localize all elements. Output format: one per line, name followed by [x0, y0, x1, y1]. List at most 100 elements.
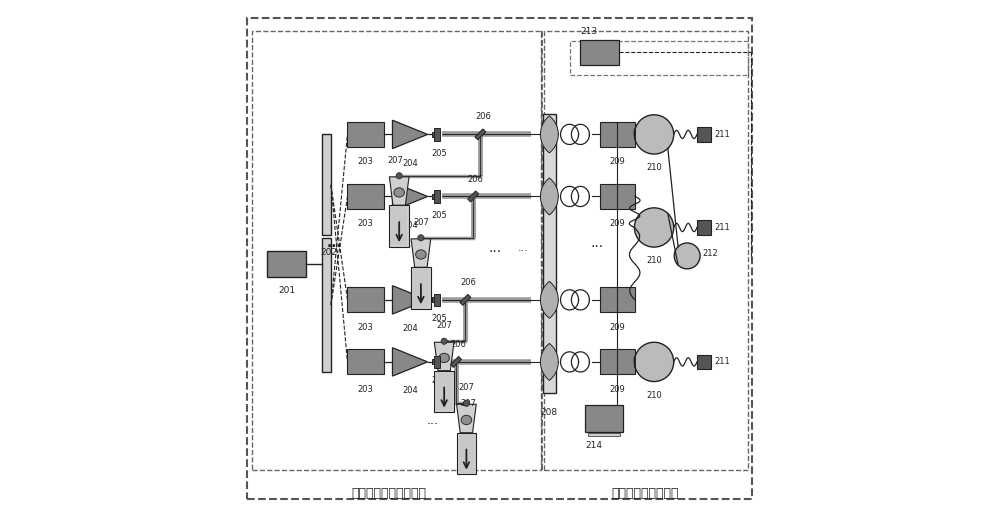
Text: 210: 210 [646, 163, 662, 172]
Bar [347, 184, 384, 209]
Bar [468, 191, 479, 202]
Bar [432, 359, 434, 364]
Bar [389, 205, 409, 247]
Bar [436, 372, 452, 410]
Text: 207: 207 [458, 383, 474, 392]
Bar [434, 190, 440, 203]
Text: 分布式相位控制模块: 分布式相位控制模块 [611, 487, 679, 500]
Bar [588, 433, 620, 436]
Bar [580, 40, 619, 65]
Text: 203: 203 [358, 323, 374, 331]
Text: 211: 211 [714, 130, 730, 139]
Text: 207: 207 [413, 218, 429, 227]
Text: 204: 204 [402, 221, 418, 230]
Circle shape [634, 208, 674, 247]
Text: 205: 205 [431, 376, 447, 385]
Text: 209: 209 [609, 323, 625, 331]
Circle shape [463, 400, 469, 406]
Text: 209: 209 [609, 219, 625, 228]
Ellipse shape [461, 415, 472, 424]
Bar [600, 184, 635, 209]
Polygon shape [540, 178, 558, 215]
Text: 209: 209 [609, 157, 625, 166]
Bar [458, 434, 475, 473]
Bar [432, 297, 434, 302]
Text: ...: ... [403, 236, 417, 250]
Text: 207: 207 [460, 399, 476, 408]
Bar [600, 349, 635, 374]
Polygon shape [392, 285, 428, 314]
Bar [543, 114, 556, 393]
Text: 211: 211 [714, 223, 730, 232]
Text: 206: 206 [468, 175, 484, 184]
Bar [544, 31, 748, 470]
Text: 214: 214 [585, 441, 602, 450]
Bar [391, 207, 407, 245]
Bar [432, 194, 434, 199]
Bar [434, 356, 440, 368]
Ellipse shape [394, 188, 404, 197]
Text: 207: 207 [436, 321, 452, 330]
Polygon shape [457, 404, 476, 433]
Bar [267, 251, 306, 277]
Text: 203: 203 [358, 157, 374, 166]
Text: ...: ... [590, 236, 603, 250]
Polygon shape [389, 177, 409, 205]
Polygon shape [540, 116, 558, 153]
Text: 211: 211 [714, 357, 730, 367]
Text: 204: 204 [402, 387, 418, 396]
Text: 202: 202 [321, 248, 338, 257]
Text: 203: 203 [358, 219, 374, 228]
Polygon shape [392, 182, 428, 211]
Text: 210: 210 [646, 256, 662, 265]
Text: 210: 210 [646, 391, 662, 400]
Polygon shape [434, 342, 454, 371]
Text: 204: 204 [402, 325, 418, 333]
Circle shape [396, 173, 402, 179]
Polygon shape [411, 239, 431, 267]
Text: 205: 205 [431, 149, 447, 158]
Text: ...: ... [518, 243, 529, 253]
Text: 205: 205 [431, 211, 447, 220]
Circle shape [634, 342, 674, 382]
Bar [451, 356, 462, 368]
Ellipse shape [439, 353, 449, 362]
Bar [570, 41, 748, 75]
Polygon shape [392, 348, 428, 376]
Text: ...: ... [427, 414, 439, 427]
Bar [600, 287, 635, 312]
Text: 204: 204 [402, 159, 418, 168]
Text: 201: 201 [278, 286, 295, 295]
Bar [697, 127, 711, 142]
Bar [434, 294, 440, 306]
Bar [457, 433, 476, 474]
Circle shape [418, 235, 424, 241]
Circle shape [441, 338, 447, 344]
Bar [347, 287, 384, 312]
Bar [432, 132, 434, 137]
Bar [460, 294, 471, 306]
Bar [475, 129, 486, 140]
Text: 激光相干阵列输出模块: 激光相干阵列输出模块 [351, 487, 426, 500]
Bar [347, 349, 384, 374]
Circle shape [674, 243, 700, 269]
Polygon shape [540, 343, 558, 381]
Text: 212: 212 [703, 249, 718, 258]
Text: 206: 206 [475, 113, 491, 121]
Text: ...: ... [327, 236, 342, 250]
Bar [600, 122, 635, 147]
Polygon shape [540, 281, 558, 318]
Text: 208: 208 [541, 408, 558, 417]
Text: ...: ... [488, 241, 501, 255]
Bar [322, 238, 331, 372]
Bar [697, 220, 711, 235]
Bar [252, 31, 541, 470]
Circle shape [634, 115, 674, 154]
Text: 213: 213 [580, 27, 597, 36]
Bar [411, 267, 431, 309]
Bar [585, 405, 623, 432]
Bar [434, 371, 454, 412]
Text: 207: 207 [388, 156, 404, 165]
Bar [322, 134, 331, 235]
Bar [413, 269, 429, 307]
